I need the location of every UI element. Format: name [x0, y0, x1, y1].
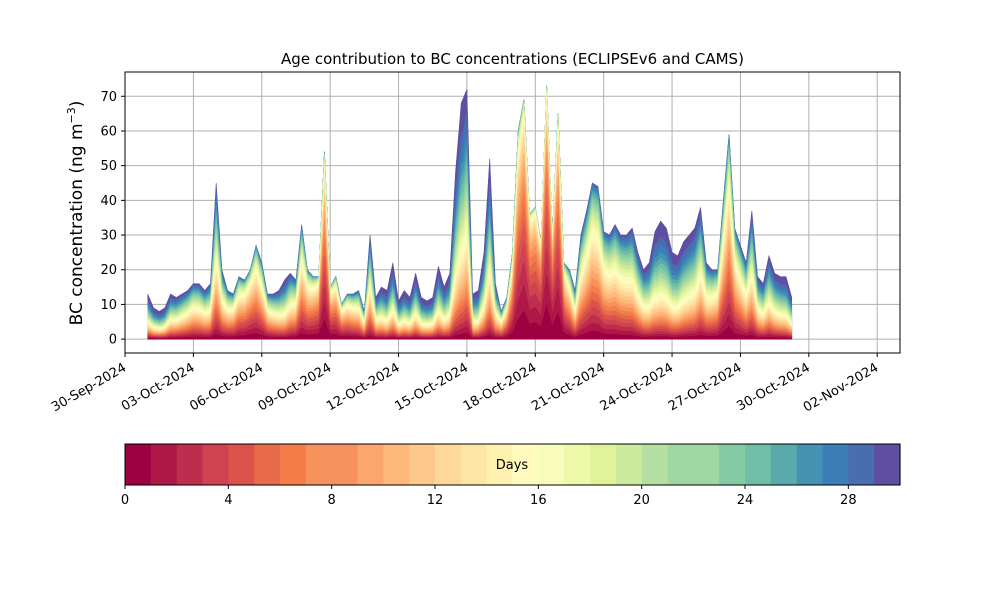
- x-axis: 30-Sep-202403-Oct-202406-Oct-202409-Oct-…: [49, 353, 881, 415]
- colorbar-bin: [254, 444, 281, 485]
- colorbar-bin: [822, 444, 849, 485]
- colorbar-frame: [124, 443, 901, 486]
- y-tick-label: 60: [100, 124, 117, 139]
- colorbar-tick-label: 16: [530, 493, 547, 508]
- colorbar-bin: [745, 444, 772, 485]
- colorbar-tick-label: 12: [427, 493, 444, 508]
- colorbar-bin: [228, 444, 255, 485]
- y-tick-label: 10: [100, 298, 117, 313]
- x-tick-label: 21-Oct-2024: [529, 360, 607, 414]
- colorbar-bin: [796, 444, 824, 485]
- colorbar-bin: [383, 444, 410, 485]
- colorbar: Days 0 4 8 12 16 20 24 28: [121, 443, 901, 508]
- x-tick-label: 27-Oct-2024: [666, 360, 744, 414]
- plot-frame: [124, 71, 901, 354]
- colorbar-ticks: 0 4 8 12 16 20 24 28: [121, 485, 857, 508]
- colorbar-bin: [512, 444, 539, 485]
- x-tick-label: 03-Oct-2024: [119, 360, 197, 414]
- y-tick-label: 30: [100, 229, 117, 244]
- y-tick-label: 50: [100, 159, 117, 174]
- stacked-areas: [147, 85, 793, 340]
- colorbar-bin: [150, 444, 178, 485]
- colorbar-bin: [305, 444, 333, 485]
- colorbar-bin: [564, 444, 591, 485]
- chart-title: Age contribution to BC concentrations (E…: [281, 50, 744, 68]
- colorbar-bin: [538, 444, 565, 485]
- y-tick-label: 40: [100, 194, 117, 209]
- colorbar-bin: [615, 444, 643, 485]
- x-tick-label: 30-Sep-2024: [49, 360, 129, 415]
- colorbar-bin: [202, 444, 229, 485]
- x-tick-label: 12-Oct-2024: [324, 360, 402, 414]
- colorbar-bin: [280, 444, 307, 485]
- colorbar-bin: [409, 444, 436, 485]
- x-tick-label: 15-Oct-2024: [393, 360, 471, 414]
- x-tick-label: 18-Oct-2024: [461, 360, 539, 414]
- y-axis-label-exponent: −3: [65, 107, 78, 123]
- x-tick-label: 06-Oct-2024: [187, 360, 265, 414]
- colorbar-bin: [719, 444, 746, 485]
- y-axis-label: BC concentration (ng m−3): [65, 101, 87, 326]
- x-tick-label: 02-Nov-2024: [801, 360, 881, 415]
- colorbar-tick-label: 24: [737, 493, 754, 508]
- colorbar-bin: [848, 444, 875, 485]
- colorbar-bin: [874, 444, 901, 485]
- colorbar-bin: [435, 444, 462, 485]
- colorbar-bin: [770, 444, 798, 485]
- colorbar-bins: [125, 444, 901, 485]
- colorbar-tick-label: 20: [633, 493, 650, 508]
- colorbar-tick-label: 28: [840, 493, 857, 508]
- colorbar-label: Days: [496, 458, 529, 473]
- colorbar-tick-label: 0: [121, 493, 129, 508]
- colorbar-bin: [641, 444, 669, 485]
- colorbar-bin: [331, 444, 359, 485]
- colorbar-bin: [590, 444, 617, 485]
- colorbar-tick-label: 8: [328, 493, 336, 508]
- x-tick-label: 09-Oct-2024: [256, 360, 334, 414]
- colorbar-bin: [667, 444, 694, 485]
- y-tick-label: 20: [100, 263, 117, 278]
- y-axis: 0 10 20 30 40 50 60 70: [100, 90, 125, 348]
- x-tick-label: 24-Oct-2024: [598, 360, 676, 414]
- colorbar-bin: [125, 444, 152, 485]
- y-tick-label: 70: [100, 90, 117, 105]
- y-axis-label-main: BC concentration (ng m: [67, 123, 87, 325]
- colorbar-bin: [357, 444, 384, 485]
- plot-area: [124, 71, 901, 354]
- y-axis-label-suffix: ): [67, 101, 87, 108]
- colorbar-tick-label: 4: [224, 493, 232, 508]
- colorbar-bin: [693, 444, 720, 485]
- x-tick-label: 30-Oct-2024: [734, 360, 812, 414]
- colorbar-bin: [486, 444, 514, 485]
- colorbar-bin: [460, 444, 488, 485]
- colorbar-bin: [176, 444, 204, 485]
- area-layer-day-0: [147, 303, 793, 340]
- y-tick-label: 0: [109, 333, 117, 348]
